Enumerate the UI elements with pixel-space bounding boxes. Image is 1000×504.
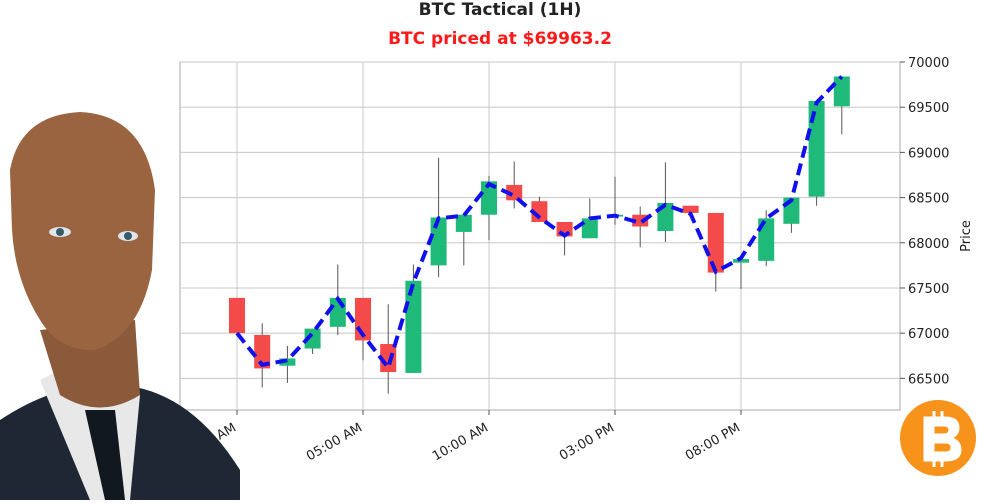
y-tick-label: 68500 [908,192,949,207]
candle-body [733,259,749,263]
y-tick-label: 67000 [908,327,949,342]
candle-body [455,214,472,232]
candle-body [707,212,724,273]
candle-body [506,184,523,201]
head [10,112,155,351]
candle-body [632,214,649,227]
candle-body [254,334,271,369]
y-tick-label: 69500 [908,101,949,116]
plot-area: 66500 67000 67500 68000 68500 69000 69500 70000 [180,56,949,415]
y-tick-label: 68000 [908,237,949,252]
bitcoin-logo [900,400,976,476]
candle-body [808,100,825,197]
x-tick-label: 05:00 AM [304,420,365,464]
plot-frame [179,61,901,411]
y-axis-label: Price [959,220,974,252]
iris [124,232,132,240]
candle-body [481,181,497,215]
candle-body [531,201,548,222]
candle-body [304,328,321,349]
candle-body [833,76,850,107]
candle-body [405,280,422,373]
y-tick-label: 67500 [908,282,949,297]
candle-body [758,218,775,261]
y-tick-label: 70000 [908,56,949,71]
y-tick-label: 69000 [908,146,949,161]
portrait [0,112,240,500]
chart-title: BTC Tactical (1H) [419,0,582,20]
logo-glyph [923,411,962,467]
x-tick-label: 03:00 PM [557,420,617,463]
trend-line [235,75,844,372]
candle-body [229,297,245,334]
x-tick-label: 10:00 AM [430,420,491,464]
chart-subtitle: BTC priced at $69963.2 [388,29,612,49]
iris [56,228,64,236]
candle-body [682,205,699,213]
x-tick-label: 08:00 PM [683,420,743,463]
candle-body [430,217,447,266]
tie [85,410,125,500]
candle-body [581,218,598,239]
y-tick-label: 66500 [908,372,949,387]
